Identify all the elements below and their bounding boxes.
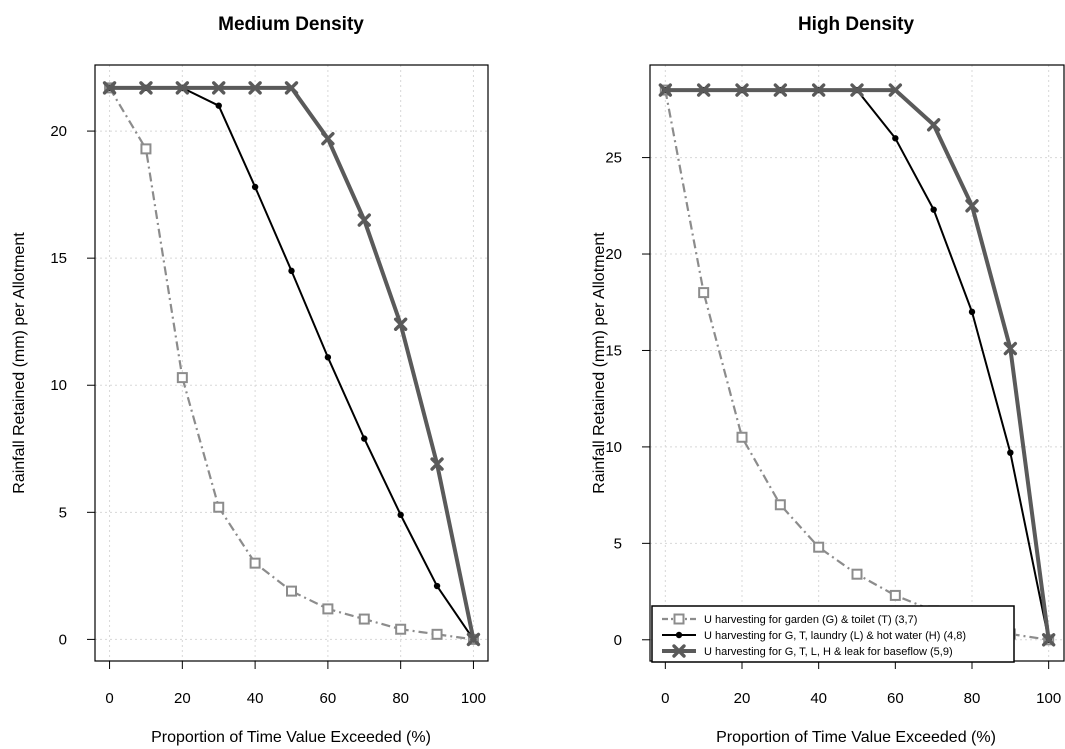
data-point bbox=[321, 132, 335, 146]
y-tick-label: 10 bbox=[605, 439, 622, 456]
legend-item-label: U harvesting for garden (G) & toilet (T)… bbox=[704, 614, 917, 626]
data-point bbox=[175, 81, 190, 95]
plot-area bbox=[94, 64, 489, 662]
y-tick-label: 20 bbox=[50, 123, 67, 140]
x-tick-label: 40 bbox=[247, 690, 264, 707]
y-tick-label: 15 bbox=[605, 342, 622, 359]
data-point bbox=[139, 81, 153, 95]
y-tick-label: 5 bbox=[614, 535, 622, 552]
x-axis-label: Proportion of Time Value Exceeded (%) bbox=[716, 729, 996, 746]
data-point bbox=[965, 199, 979, 213]
data-point bbox=[1007, 449, 1014, 456]
series-x bbox=[102, 81, 481, 647]
data-point bbox=[889, 589, 901, 601]
series-square bbox=[659, 84, 1055, 646]
legend-swatch-marker bbox=[672, 644, 686, 658]
y-axis-label: Rainfall Retained (mm) per Allotment bbox=[591, 232, 608, 494]
y-tick-label: 0 bbox=[614, 632, 622, 649]
x-tick-label: 100 bbox=[1036, 690, 1061, 707]
chart-title: High Density bbox=[798, 14, 915, 35]
chart-panel-2: 0 20 40 60 80 100 0 5 10 15 20 25 High Density Propor… bbox=[591, 14, 1065, 746]
data-point bbox=[892, 135, 899, 142]
x-axis-label: Proportion of Time Value Exceeded (%) bbox=[151, 729, 431, 746]
y-tick-label: 15 bbox=[50, 250, 67, 267]
data-point bbox=[773, 83, 788, 97]
data-point bbox=[286, 585, 297, 597]
y-tick-label: 0 bbox=[59, 631, 67, 648]
x-tick-label: 100 bbox=[461, 690, 486, 707]
data-point bbox=[930, 206, 937, 213]
data-point bbox=[361, 435, 368, 442]
x-tick-label: 80 bbox=[392, 690, 409, 707]
data-point bbox=[251, 183, 259, 191]
data-point bbox=[102, 81, 117, 95]
x-tick-label: 40 bbox=[810, 690, 827, 707]
data-point bbox=[926, 118, 941, 132]
data-point bbox=[696, 83, 711, 97]
data-point bbox=[212, 81, 226, 95]
data-point bbox=[851, 568, 863, 580]
data-point bbox=[658, 83, 673, 97]
data-point bbox=[888, 83, 903, 97]
x-tick-label: 0 bbox=[105, 690, 113, 707]
data-point bbox=[811, 83, 826, 97]
x-tick-label: 80 bbox=[964, 690, 981, 707]
data-point bbox=[1041, 633, 1056, 647]
legend-swatch-marker bbox=[675, 631, 683, 639]
y-tick-label: 5 bbox=[59, 504, 67, 521]
data-point bbox=[176, 372, 188, 384]
data-point bbox=[774, 499, 786, 511]
chart-title: Medium Density bbox=[218, 14, 364, 35]
y-tick-label: 20 bbox=[605, 246, 622, 263]
legend-item-label: U harvesting for G, T, laundry (L) & hot… bbox=[704, 630, 966, 642]
data-point bbox=[284, 81, 299, 95]
data-point bbox=[736, 431, 748, 443]
data-point bbox=[431, 628, 443, 640]
series-square bbox=[104, 82, 479, 645]
legend-swatch-marker bbox=[673, 613, 685, 625]
legend: U harvesting for garden (G) & toilet (T)… bbox=[651, 605, 1015, 663]
series-x bbox=[658, 83, 1056, 647]
series-line bbox=[664, 89, 1049, 641]
legend-item-label: U harvesting for G, T, L, H & leak for b… bbox=[704, 646, 953, 658]
x-tick-label: 20 bbox=[734, 690, 751, 707]
data-point bbox=[968, 308, 976, 316]
x-tick-label: 60 bbox=[320, 690, 337, 707]
chart-panel-1: 0 20 40 60 80 100 0 5 10 15 20 Medium Density Propor… bbox=[11, 14, 489, 746]
data-point bbox=[140, 143, 152, 155]
data-point bbox=[698, 287, 710, 299]
data-point bbox=[249, 557, 261, 569]
data-point bbox=[324, 354, 332, 361]
y-tick-label: 10 bbox=[50, 377, 67, 394]
legend-box bbox=[651, 605, 1015, 663]
x-tick-label: 0 bbox=[661, 690, 669, 707]
series-line bbox=[109, 85, 476, 640]
data-point bbox=[397, 511, 404, 519]
data-point bbox=[1003, 341, 1018, 356]
series-line bbox=[108, 87, 474, 641]
series-line bbox=[109, 86, 475, 640]
data-point bbox=[395, 623, 407, 635]
x-tick-label: 20 bbox=[174, 690, 191, 707]
series-dot bbox=[106, 84, 477, 643]
data-point bbox=[735, 83, 749, 97]
data-point bbox=[466, 632, 481, 647]
data-point bbox=[288, 267, 295, 275]
x-tick-label: 60 bbox=[887, 690, 904, 707]
data-point bbox=[393, 317, 408, 331]
data-point bbox=[357, 213, 371, 227]
series-dot bbox=[662, 86, 1052, 643]
data-point bbox=[430, 457, 444, 471]
data-point bbox=[850, 83, 864, 97]
y-tick-label: 25 bbox=[605, 150, 622, 167]
data-point bbox=[213, 501, 225, 513]
data-point bbox=[215, 102, 222, 109]
data-point bbox=[433, 582, 441, 590]
data-point bbox=[358, 613, 370, 625]
y-axis-label: Rainfall Retained (mm) per Allotment bbox=[11, 232, 28, 494]
data-point bbox=[322, 603, 334, 615]
data-point bbox=[248, 81, 262, 95]
data-point bbox=[813, 541, 825, 553]
